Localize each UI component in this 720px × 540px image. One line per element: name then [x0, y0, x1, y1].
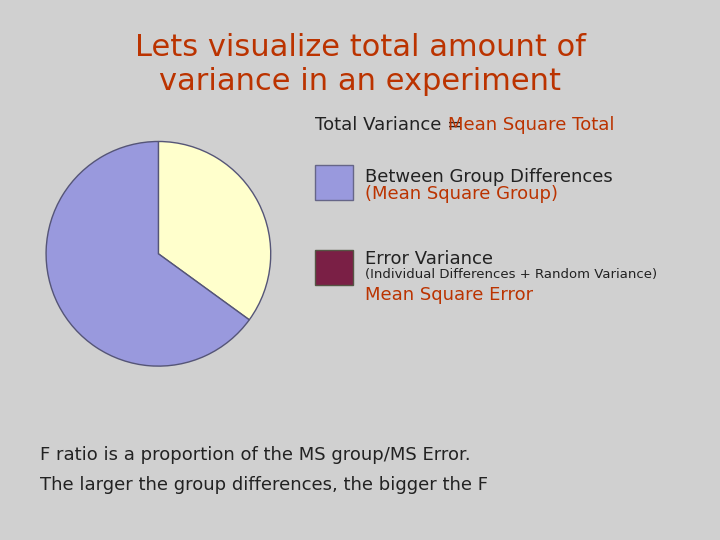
- Text: Mean Square Total: Mean Square Total: [448, 116, 614, 134]
- Text: Between Group Differences: Between Group Differences: [365, 168, 613, 186]
- Text: (Mean Square Group): (Mean Square Group): [365, 185, 558, 202]
- Text: (Individual Differences + Random Variance): (Individual Differences + Random Varianc…: [365, 268, 657, 281]
- Bar: [315, 250, 353, 285]
- Wedge shape: [46, 141, 249, 366]
- Text: Total Variance =: Total Variance =: [315, 116, 468, 134]
- Text: F ratio is a proportion of the MS group/MS Error.: F ratio is a proportion of the MS group/…: [40, 446, 471, 464]
- Text: variance in an experiment: variance in an experiment: [159, 68, 561, 97]
- Wedge shape: [158, 141, 271, 320]
- Text: The larger the group differences, the bigger the F: The larger the group differences, the bi…: [40, 476, 488, 494]
- Text: Mean Square Error: Mean Square Error: [365, 287, 533, 305]
- Text: Lets visualize total amount of: Lets visualize total amount of: [135, 33, 585, 63]
- Text: Error Variance: Error Variance: [365, 249, 493, 268]
- Bar: [315, 165, 353, 200]
